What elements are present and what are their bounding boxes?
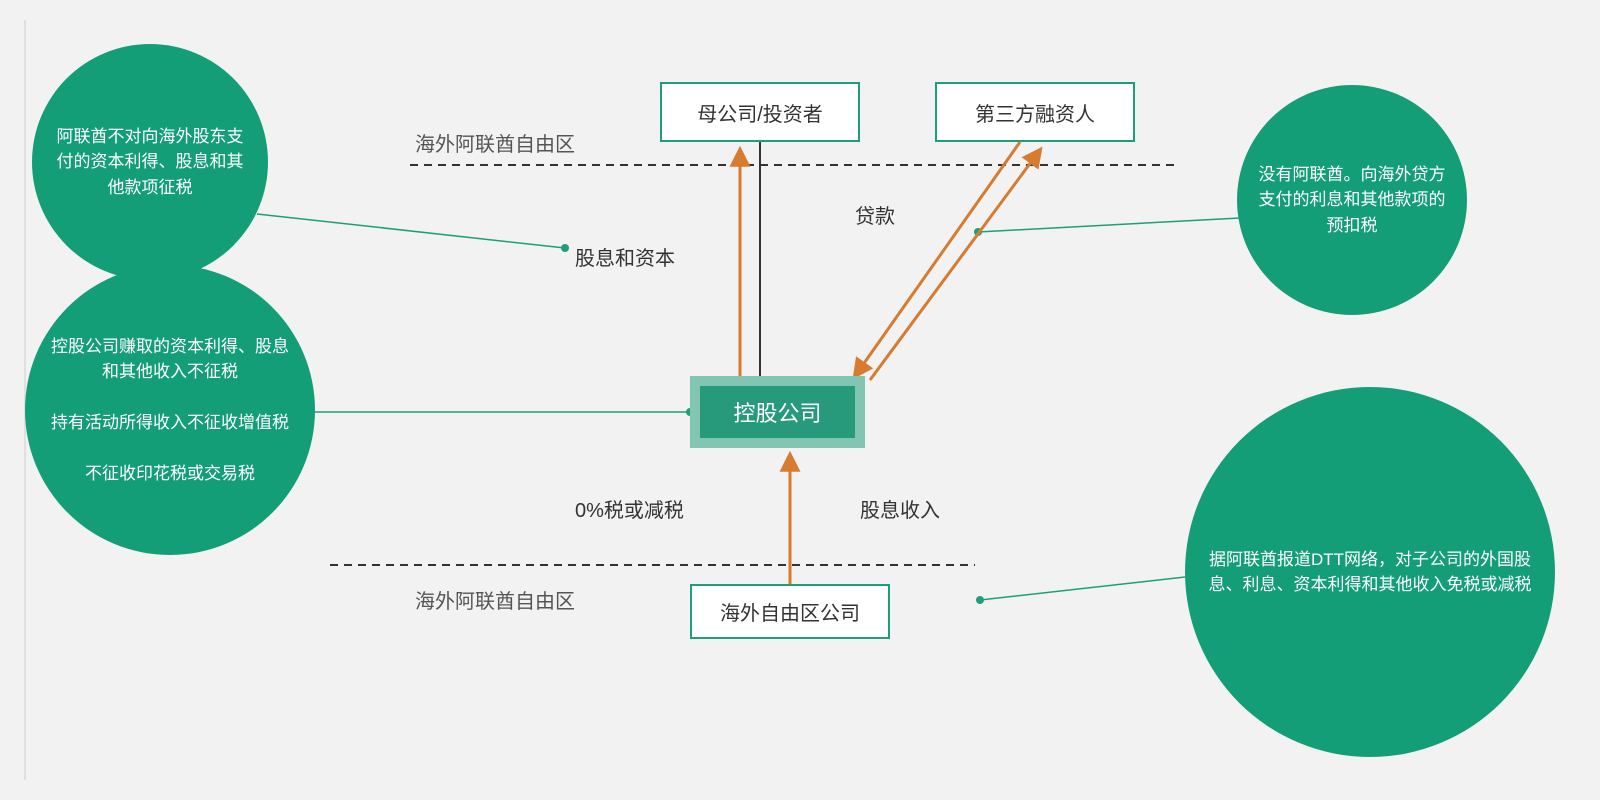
annotation-c3-text: 没有阿联酋。向海外贷方支付的利息和其他款项的预扣税 bbox=[1257, 162, 1447, 239]
annotation-circle-top-right: 没有阿联酋。向海外贷方支付的利息和其他款项的预扣税 bbox=[1237, 85, 1467, 315]
holding-company-label: 控股公司 bbox=[733, 396, 821, 428]
annotation-c2-text: 控股公司赚取的资本利得、股息和其他收入不征税 持有活动所得收入不征收增值税 不征… bbox=[45, 334, 295, 487]
financier-label: 第三方融资人 bbox=[975, 98, 1095, 127]
section-label-lower: 海外阿联酋自由区 bbox=[415, 585, 575, 614]
subsidiary-label: 海外自由区公司 bbox=[720, 597, 860, 626]
annotation-c4-text: 据阿联酋报道DTT网络，对子公司的外国股息、利息、资本利得和其他收入免税或减税 bbox=[1205, 547, 1535, 598]
flow-label-dividend-capital: 股息和资本 bbox=[575, 242, 675, 271]
section-label-upper: 海外阿联酋自由区 bbox=[415, 128, 575, 157]
financier-box: 第三方融资人 bbox=[935, 82, 1135, 142]
parent-company-label: 母公司/投资者 bbox=[697, 98, 823, 127]
annotation-circle-mid-left: 控股公司赚取的资本利得、股息和其他收入不征税 持有活动所得收入不征收增值税 不征… bbox=[25, 265, 315, 555]
diagram-canvas: 母公司/投资者 第三方融资人 控股公司 海外自由区公司 阿联酋不对向海外股东支付… bbox=[0, 0, 1600, 800]
annotation-circle-top-left: 阿联酋不对向海外股东支付的资本利得、股息和其他款项征税 bbox=[32, 44, 268, 280]
holding-company-box: 控股公司 bbox=[690, 376, 865, 448]
flow-label-loan: 贷款 bbox=[855, 200, 895, 229]
annotation-c1-text: 阿联酋不对向海外股东支付的资本利得、股息和其他款项征税 bbox=[52, 124, 248, 201]
parent-company-box: 母公司/投资者 bbox=[660, 82, 860, 142]
annotation-circle-bottom-right: 据阿联酋报道DTT网络，对子公司的外国股息、利息、资本利得和其他收入免税或减税 bbox=[1185, 387, 1555, 757]
subsidiary-box: 海外自由区公司 bbox=[690, 584, 890, 639]
flow-label-zero-tax: 0%税或减税 bbox=[575, 494, 684, 523]
flow-label-dividend-income: 股息收入 bbox=[860, 494, 940, 523]
